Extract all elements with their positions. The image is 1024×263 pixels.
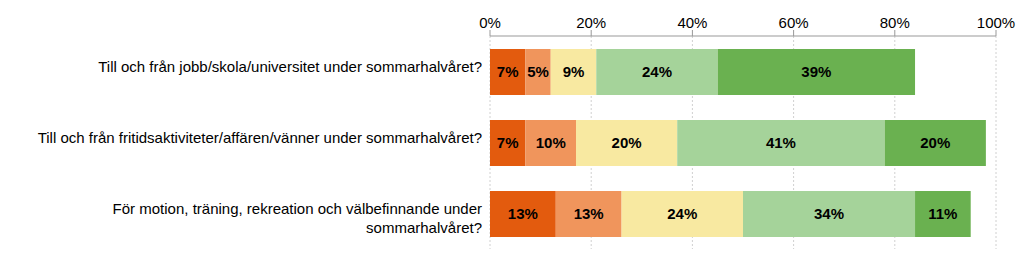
svg-text:För motion, träning, rekreatio: För motion, träning, rekreation och välb… <box>113 200 482 236</box>
svg-text:5%: 5% <box>527 63 549 80</box>
svg-text:0%: 0% <box>479 14 501 31</box>
svg-text:80%: 80% <box>880 14 910 31</box>
svg-text:100%: 100% <box>977 14 1015 31</box>
svg-text:41%: 41% <box>766 134 796 151</box>
svg-text:7%: 7% <box>497 134 519 151</box>
svg-text:60%: 60% <box>779 14 809 31</box>
svg-text:10%: 10% <box>536 134 566 151</box>
svg-text:39%: 39% <box>801 63 831 80</box>
svg-text:24%: 24% <box>642 63 672 80</box>
svg-text:40%: 40% <box>677 14 707 31</box>
svg-text:13%: 13% <box>508 205 538 222</box>
svg-text:20%: 20% <box>576 14 606 31</box>
svg-text:20%: 20% <box>920 134 950 151</box>
svg-text:13%: 13% <box>574 205 604 222</box>
svg-text:7%: 7% <box>497 63 519 80</box>
svg-text:11%: 11% <box>928 205 957 222</box>
svg-text:24%: 24% <box>667 205 697 222</box>
svg-text:Till och från fritidsaktivitet: Till och från fritidsaktiviteter/affären… <box>38 129 482 146</box>
svg-text:34%: 34% <box>814 205 844 222</box>
svg-text:9%: 9% <box>563 63 585 80</box>
svg-text:Till och från jobb/skola/unive: Till och från jobb/skola/universitet und… <box>98 58 482 75</box>
svg-text:20%: 20% <box>612 134 642 151</box>
